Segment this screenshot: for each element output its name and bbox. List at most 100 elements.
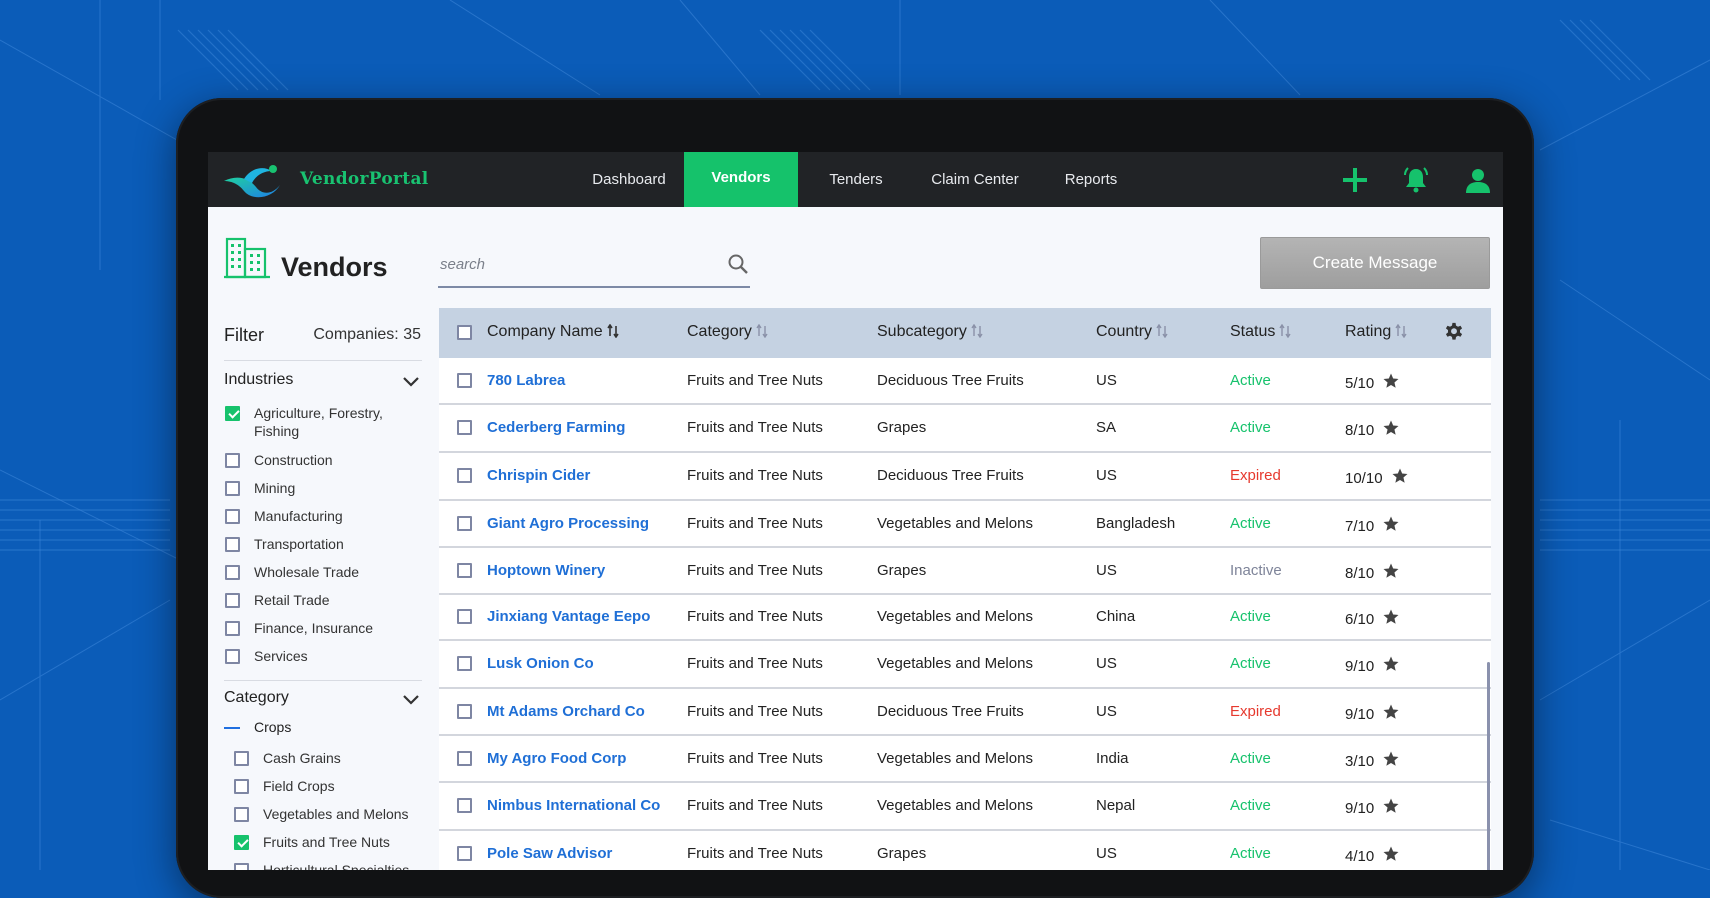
filter-checkbox[interactable] (225, 453, 240, 468)
filter-checkbox[interactable] (225, 565, 240, 580)
table-row[interactable]: 780 Labrea Fruits and Tree Nuts Deciduous … (439, 358, 1491, 405)
filter-option-label[interactable]: Retail Trade (254, 592, 330, 608)
sort-icon[interactable] (606, 324, 619, 338)
table-row[interactable]: Hoptown Winery Fruits and Tree Nuts Grapes… (439, 548, 1491, 595)
collapse-dash-icon[interactable] (224, 727, 240, 729)
filter-checkbox[interactable] (225, 481, 240, 496)
country-cell: India (1096, 750, 1129, 767)
filter-option-label[interactable]: Fruits and Tree Nuts (263, 834, 390, 850)
column-header-country[interactable]: Country (1096, 323, 1168, 341)
user-icon[interactable] (1464, 166, 1492, 194)
company-link[interactable]: 780 Labrea (487, 372, 566, 389)
company-link[interactable]: My Agro Food Corp (487, 750, 627, 767)
star-icon (1383, 751, 1399, 766)
filter-checkbox[interactable] (234, 863, 249, 870)
filter-option-label[interactable]: Construction (254, 452, 333, 468)
filter-option-label[interactable]: Transportation (254, 536, 344, 552)
filter-option-label[interactable]: Horticultural Specialties (263, 862, 410, 870)
table-row[interactable]: Cederberg Farming Fruits and Tree Nuts Gra… (439, 405, 1491, 453)
nav-tenders[interactable]: Tenders (829, 171, 883, 188)
row-checkbox[interactable] (457, 373, 472, 388)
sort-icon[interactable] (1395, 324, 1407, 338)
filter-option-label[interactable]: Agriculture, Forestry, Fishing (254, 405, 383, 439)
company-link[interactable]: Jinxiang Vantage Eepo (487, 608, 651, 625)
filter-checkbox[interactable] (225, 509, 240, 524)
table-scrollbar[interactable] (1487, 662, 1490, 870)
chevron-down-icon[interactable] (402, 376, 420, 388)
filter-option-label[interactable]: Vegetables and Melons (263, 806, 409, 822)
rating-cell: 5/10 (1345, 372, 1400, 392)
filter-option-label[interactable]: Cash Grains (263, 750, 341, 766)
filter-option-label[interactable]: Mining (254, 480, 296, 496)
column-header-rating[interactable]: Rating (1345, 323, 1407, 341)
company-link[interactable]: Pole Saw Advisor (487, 845, 613, 862)
row-checkbox[interactable] (457, 516, 472, 531)
row-checkbox[interactable] (457, 656, 472, 671)
sort-icon[interactable] (756, 324, 768, 338)
table-row[interactable]: Mt Adams Orchard Co Fruits and Tree Nuts D… (439, 689, 1491, 736)
table-row[interactable]: Nimbus International Co Fruits and Tree N… (439, 783, 1491, 831)
country-cell: China (1096, 608, 1136, 625)
search-icon[interactable] (726, 252, 750, 276)
app-screen: VendorPortal Dashboard Vendors Tenders C… (208, 152, 1503, 870)
sort-icon[interactable] (971, 324, 983, 338)
company-link[interactable]: Nimbus International Co (487, 797, 661, 814)
industries-title: Industries (224, 371, 294, 388)
subcategory-cell: Grapes (877, 419, 927, 436)
filter-checkbox[interactable] (225, 593, 240, 608)
column-header-subcategory[interactable]: Subcategory (877, 323, 983, 341)
filter-option-label[interactable]: Manufacturing (254, 508, 343, 524)
row-checkbox[interactable] (457, 609, 472, 624)
filter-checkbox[interactable] (225, 406, 240, 421)
table-row[interactable]: Chrispin Cider Fruits and Tree Nuts Decidu… (439, 453, 1491, 501)
company-link[interactable]: Giant Agro Processing (487, 515, 649, 532)
row-checkbox[interactable] (457, 468, 472, 483)
status-badge: Active (1230, 655, 1271, 672)
filter-option-label[interactable]: Wholesale Trade (254, 564, 360, 580)
filter-option-label[interactable]: Services (254, 648, 308, 664)
filter-checkbox[interactable] (234, 751, 249, 766)
row-checkbox[interactable] (457, 751, 472, 766)
row-checkbox[interactable] (457, 704, 472, 719)
plus-icon[interactable] (1341, 166, 1369, 194)
row-checkbox[interactable] (457, 420, 472, 435)
filter-option-label[interactable]: Field Crops (263, 778, 335, 794)
column-header-category[interactable]: Category (687, 323, 768, 341)
select-all-checkbox[interactable] (457, 325, 472, 340)
gear-icon[interactable] (1443, 322, 1465, 344)
table-row[interactable]: Jinxiang Vantage Eepo Fruits and Tree Nut… (439, 595, 1491, 641)
company-link[interactable]: Mt Adams Orchard Co (487, 703, 645, 720)
filter-checkbox[interactable] (234, 807, 249, 822)
table-row[interactable]: Lusk Onion Co Fruits and Tree Nuts Vegetab… (439, 641, 1491, 689)
search-input[interactable] (438, 248, 712, 280)
company-link[interactable]: Hoptown Winery (487, 562, 606, 579)
sort-icon[interactable] (1279, 324, 1291, 338)
filter-checkbox[interactable] (234, 835, 249, 850)
nav-vendors[interactable]: Vendors (684, 152, 798, 207)
row-checkbox[interactable] (457, 846, 472, 861)
row-checkbox[interactable] (457, 798, 472, 813)
row-checkbox[interactable] (457, 563, 472, 578)
table-row[interactable]: Giant Agro Processing Fruits and Tree Nut… (439, 501, 1491, 548)
filter-option-label[interactable]: Finance, Insurance (254, 620, 374, 636)
filter-checkbox[interactable] (225, 537, 240, 552)
bell-icon[interactable] (1402, 166, 1430, 194)
nav-claim-center[interactable]: Claim Center (931, 171, 1019, 188)
company-link[interactable]: Lusk Onion Co (487, 655, 594, 672)
nav-reports[interactable]: Reports (1064, 171, 1118, 188)
chevron-down-icon[interactable] (402, 694, 420, 706)
filter-checkbox[interactable] (234, 779, 249, 794)
create-message-button[interactable]: Create Message (1260, 237, 1490, 289)
column-header-company[interactable]: Company Name (487, 323, 619, 341)
table-row[interactable]: Pole Saw Advisor Fruits and Tree Nuts Grap… (439, 831, 1491, 870)
sort-icon[interactable] (1156, 324, 1168, 338)
subcategory-cell: Deciduous Tree Fruits (877, 372, 1024, 389)
filter-checkbox[interactable] (225, 621, 240, 636)
company-link[interactable]: Cederberg Farming (487, 419, 626, 436)
company-link[interactable]: Chrispin Cider (487, 467, 591, 484)
column-header-status[interactable]: Status (1230, 323, 1291, 341)
filter-checkbox[interactable] (225, 649, 240, 664)
table-row[interactable]: My Agro Food Corp Fruits and Tree Nuts Veg… (439, 736, 1491, 783)
nav-dashboard[interactable]: Dashboard (592, 171, 666, 188)
star-icon (1383, 516, 1399, 531)
